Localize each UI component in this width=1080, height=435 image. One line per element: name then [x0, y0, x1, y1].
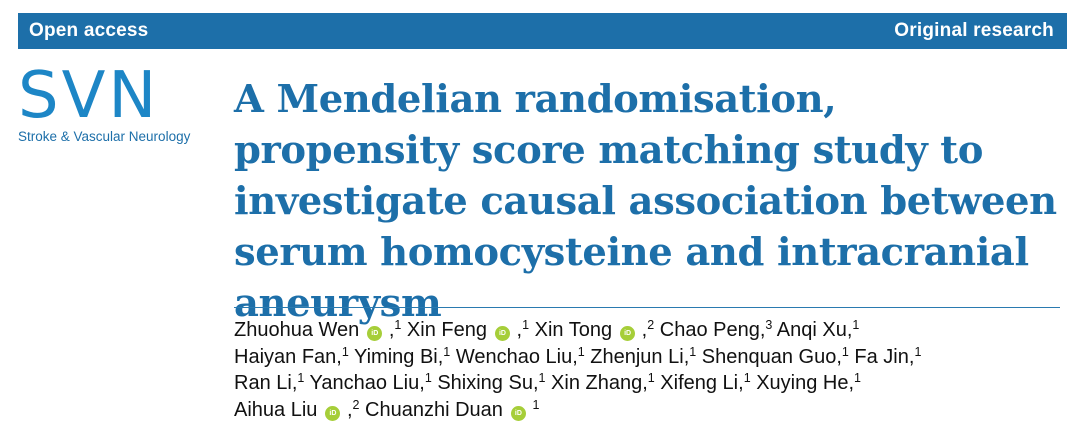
affiliation-number: 1 [532, 397, 540, 412]
author: Wenchao Liu,1 [455, 344, 585, 368]
author-name: Chao Peng [659, 319, 760, 341]
author-name: Zhenjun Li [590, 345, 684, 368]
author-name: Xin Feng [406, 319, 487, 341]
author: Shixing Su,1 [437, 371, 546, 394]
affiliation-number: 1 [852, 318, 860, 332]
affiliation-number: 1 [854, 371, 861, 385]
header-bar: Open access Original research [18, 13, 1067, 49]
author-name: Ran Li [234, 372, 292, 394]
author-name: Haiyan Fan [234, 345, 337, 368]
author-line: Zhuohua Wen iD ,1 Xin Feng iD ,1 Xin Tong i… [234, 317, 1074, 344]
author-name: Xifeng Li [660, 372, 739, 394]
affiliation-number: 1 [538, 371, 546, 385]
affiliation-number: 1 [443, 344, 451, 359]
author: Shenquan Guo,1 [701, 344, 849, 368]
author-name: Anqi Xu [776, 319, 847, 341]
affiliation-number: 1 [522, 318, 530, 332]
author: Chuanzhi Duan iD 1 [365, 397, 540, 421]
author: Xifeng Li,1 [660, 371, 751, 394]
affiliation-number: 1 [577, 344, 585, 359]
affiliation-number: 1 [689, 344, 697, 359]
affiliation-number: 1 [914, 344, 922, 359]
author: Chao Peng,3 [659, 318, 773, 341]
author: Yanchao Liu,1 [309, 371, 432, 394]
author-name: Yiming Bi [354, 345, 438, 368]
affiliation-number: 2 [352, 397, 360, 412]
author-name: Aihua Liu [234, 398, 318, 421]
author-line: Haiyan Fan,1 Yiming Bi,1 Wenchao Liu,1 Z… [234, 344, 1074, 371]
author: Haiyan Fan,1 [234, 344, 349, 368]
author: Ran Li,1 [234, 371, 305, 394]
author-line: Ran Li,1 Yanchao Liu,1 Shixing Su,1 Xin … [234, 370, 1074, 397]
author: Zhuohua Wen iD ,1 [234, 318, 402, 341]
affiliation-number: 1 [647, 371, 655, 385]
affiliation-number: 1 [394, 318, 402, 332]
author: Xin Zhang,1 [551, 371, 655, 394]
author: Aihua Liu iD ,2 [234, 397, 360, 421]
orcid-icon[interactable]: iD [510, 405, 526, 421]
affiliation-number: 1 [841, 344, 849, 359]
orcid-icon[interactable]: iD [367, 326, 383, 341]
author-name: Xin Zhang [551, 372, 643, 394]
author-name: Chuanzhi Duan [365, 398, 503, 421]
affiliation-number: 1 [424, 371, 432, 385]
author-name: Xuying He [756, 372, 849, 394]
author: Xin Tong iD ,2 [534, 318, 655, 341]
author: Xin Feng iD ,1 [406, 318, 530, 341]
orcid-icon[interactable]: iD [494, 326, 510, 341]
article-title: A Mendelian randomisation, propensity sc… [234, 77, 1057, 326]
author: Zhenjun Li,1 [590, 344, 697, 368]
journal-name: Stroke & Vascular Neurology [18, 129, 191, 144]
author-name: Zhuohua Wen [234, 319, 360, 341]
journal-logo-mark: SVN [18, 59, 160, 133]
author: Yiming Bi,1 [354, 344, 451, 368]
article-type-label: Original research [894, 20, 1054, 41]
affiliation-number: 2 [647, 318, 655, 332]
author: Anqi Xu,1 [776, 318, 860, 341]
author-name: Yanchao Liu [309, 372, 420, 394]
author: Fa Jin,1 [854, 344, 922, 368]
author-name: Wenchao Liu [455, 345, 573, 368]
orcid-icon[interactable]: iD [325, 405, 341, 421]
affiliation-number: 1 [743, 371, 751, 385]
author-name: Shenquan Guo [701, 345, 837, 368]
author: Xuying He,1 [756, 371, 861, 394]
journal-logo: SVN Stroke & Vascular Neurology [18, 59, 191, 144]
author-list: Zhuohua Wen iD ,1 Xin Feng iD ,1 Xin Tong i… [234, 317, 1074, 423]
affiliation-number: 1 [341, 344, 349, 359]
open-access-label: Open access [29, 20, 149, 41]
author-name: Xin Tong [534, 319, 613, 341]
title-divider [234, 307, 1060, 308]
author-name: Fa Jin [854, 345, 909, 368]
affiliation-number: 1 [297, 371, 305, 385]
author-line: Aihua Liu iD ,2 Chuanzhi Duan iD 1 [234, 397, 1074, 424]
orcid-icon[interactable]: iD [620, 326, 636, 341]
affiliation-number: 3 [765, 318, 773, 332]
author-name: Shixing Su [437, 372, 533, 394]
